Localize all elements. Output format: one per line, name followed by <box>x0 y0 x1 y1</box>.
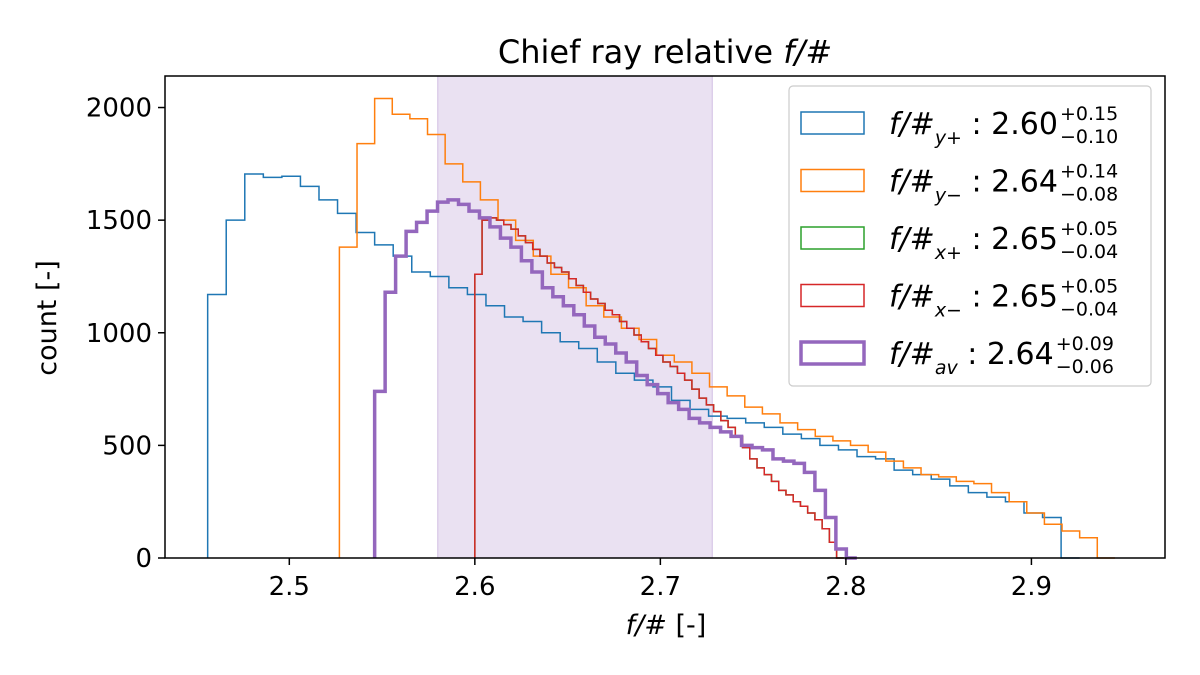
y-tick-label: 1000 <box>86 319 152 349</box>
legend-lower-error: −0.04 <box>1060 299 1118 321</box>
histogram-step-y-1 <box>338 97 1115 559</box>
legend-label: f/#x+ : 2.65 <box>889 222 1058 264</box>
legend-upper-error: +0.05 <box>1060 276 1118 298</box>
axes-frame <box>164 75 1166 559</box>
x-tick-label: 2.5 <box>269 572 310 602</box>
legend: f/#y+ : 2.60 +0.15−0.10f/#y− : 2.64 +0.14−… <box>788 85 1152 387</box>
x-tick-label: 2.6 <box>454 572 495 602</box>
y-tick-label: 0 <box>135 544 152 574</box>
legend-upper-error: +0.15 <box>1060 103 1118 125</box>
legend-upper-error: +0.05 <box>1060 218 1118 240</box>
legend-swatch <box>799 340 866 366</box>
legend-label: f/#av : 2.64 <box>889 337 1054 379</box>
legend-label: f/#y+ : 2.60 <box>889 107 1058 149</box>
x-axis-label: f/# [-] <box>626 610 707 641</box>
legend-lower-error: −0.06 <box>1056 356 1114 378</box>
y-tick-label: 1500 <box>86 206 152 236</box>
legend-label: f/#x− : 2.65 <box>889 280 1058 322</box>
legend-lower-error: −0.08 <box>1060 184 1118 206</box>
x-tick-label: 2.7 <box>640 572 681 602</box>
legend-upper-error: +0.14 <box>1060 161 1118 183</box>
legend-lower-error: −0.10 <box>1060 126 1118 148</box>
legend-swatch <box>800 111 865 135</box>
plot-area <box>206 75 1115 560</box>
chart-title: Chief ray relative f/# <box>498 33 832 71</box>
x-tick-label: 2.9 <box>1011 572 1052 602</box>
legend-swatch <box>800 283 865 308</box>
legend-swatch <box>800 226 865 250</box>
axis-ticks: 2.5 2.6 2.7 2.8 2.9 0 500 1000 1500 2000 <box>86 94 1052 602</box>
shaded-band <box>437 75 713 559</box>
histogram-step-x-3 <box>474 217 844 559</box>
legend-label: f/#y− : 2.64 <box>889 165 1058 207</box>
legend-swatch <box>800 168 865 193</box>
x-tick-label: 2.8 <box>825 572 866 602</box>
legend-box <box>788 85 1152 387</box>
histogram-step-av-4 <box>372 198 857 560</box>
legend-lower-error: −0.04 <box>1060 241 1118 263</box>
y-axis-label: count [-] <box>32 260 63 376</box>
y-tick-label: 2000 <box>86 94 152 124</box>
histogram-step-y-0 <box>206 173 1080 559</box>
legend-upper-error: +0.09 <box>1056 333 1114 355</box>
y-tick-label: 500 <box>102 431 152 461</box>
